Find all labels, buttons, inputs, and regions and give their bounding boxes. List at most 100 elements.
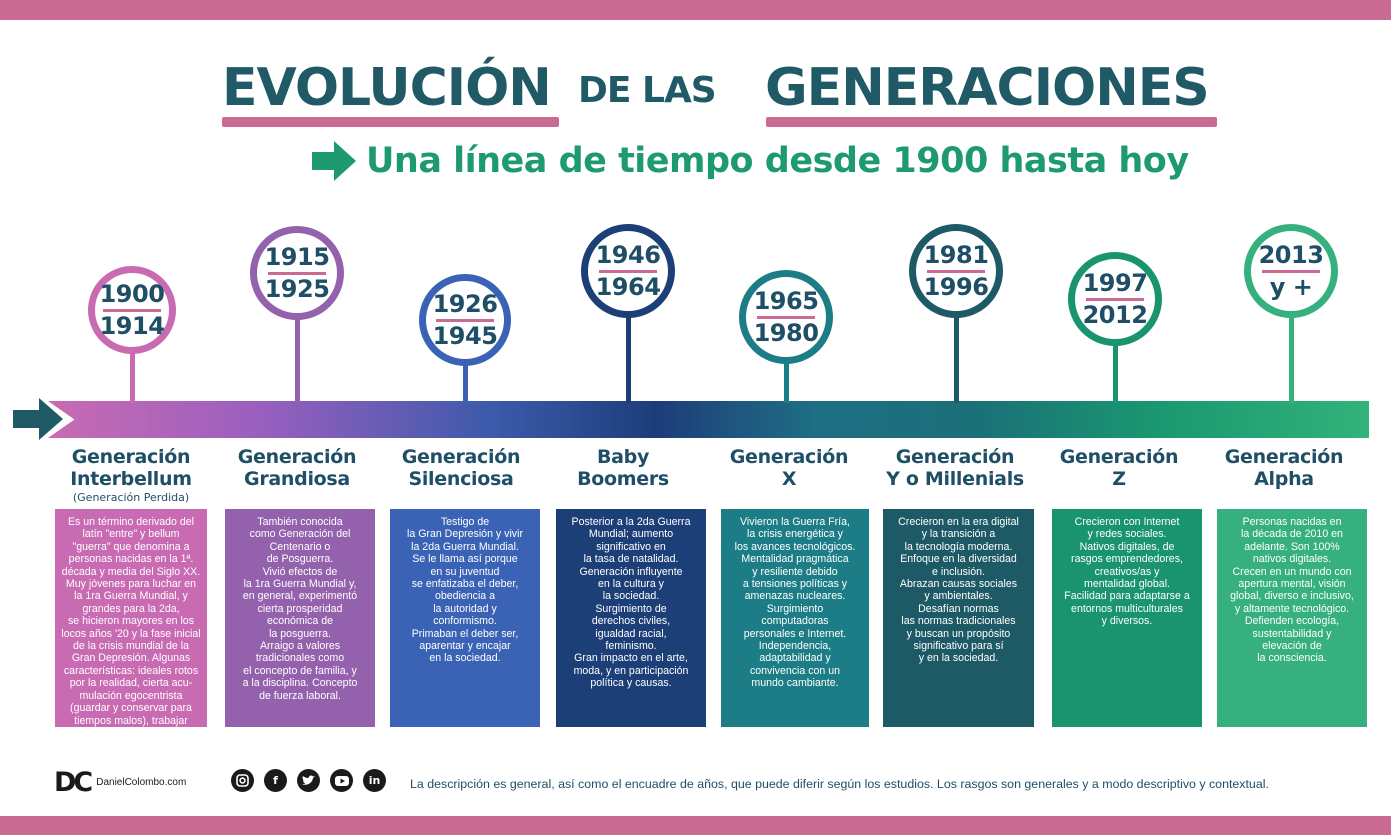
year-end: 1996 — [923, 272, 989, 301]
twitter-icon[interactable] — [297, 769, 320, 792]
timeline-arrow-icon — [13, 398, 63, 440]
year-separator — [757, 315, 815, 319]
brand: DC DanielColombo.com — [54, 766, 187, 798]
generation-description: Personas nacidas en la década de 2010 en… — [1230, 516, 1354, 665]
year-circle: 1915 1925 — [250, 226, 344, 320]
generation-description-box: Personas nacidas en la década de 2010 en… — [1217, 509, 1367, 727]
generation-name-line: Boomers — [577, 468, 669, 490]
timeline-bar — [48, 401, 1369, 438]
facebook-icon[interactable]: f — [264, 769, 287, 792]
generation-name-line: Generación — [237, 446, 357, 468]
generation-name: Generación Y o Millenials — [875, 446, 1035, 490]
year-circle: 1900 1914 — [88, 266, 176, 354]
year-separator — [436, 318, 494, 322]
generation-name-line: Baby — [596, 446, 650, 468]
generation-description-box: Posterior a la 2da Guerra Mundial; aumen… — [556, 509, 706, 727]
pin-stem — [625, 316, 631, 403]
generation-name: Generación Z — [1039, 446, 1199, 490]
year-start: 1926 — [432, 289, 498, 318]
pin-stem — [1288, 316, 1294, 403]
generation-name: Generación X — [709, 446, 869, 490]
pin-stem — [1112, 344, 1118, 403]
generation-description: Vivieron la Guerra Fría, la crisis energ… — [734, 516, 856, 690]
generation-name-line: X — [781, 468, 797, 490]
generation-description: Crecieron en la era digital y la transic… — [898, 516, 1019, 665]
page-title: EVOLUCIÓN DE LAS GENERACIONES — [0, 52, 1391, 132]
linkedin-icon[interactable]: in — [363, 769, 386, 792]
generation-description-box: Crecieron con Internet y redes sociales.… — [1052, 509, 1202, 727]
year-start: 1900 — [99, 279, 165, 308]
social-links: f in — [231, 769, 396, 792]
year-end: 1925 — [264, 274, 330, 303]
generation-name-line: Interbellum — [70, 468, 192, 490]
generation-name: Baby Boomers — [543, 446, 703, 490]
generation-description-box: Testigo de la Gran Depresión y vivir la … — [390, 509, 540, 727]
year-end: y + — [1269, 272, 1313, 301]
year-end: 1980 — [753, 318, 819, 347]
year-separator — [927, 269, 985, 273]
subtitle-text: Una línea de tiempo desde 1900 hasta hoy — [366, 141, 1189, 181]
generation-note: (Generación Perdida) — [72, 491, 190, 504]
year-separator — [599, 269, 657, 273]
generation-name-line: Generación — [895, 446, 1015, 468]
generation-name-line: Silenciosa — [408, 468, 514, 490]
generation-name: Generación Alpha — [1204, 446, 1364, 490]
instagram-icon[interactable] — [231, 769, 254, 792]
title-underline-2 — [766, 117, 1217, 127]
generation-description: Posterior a la 2da Guerra Mundial; aumen… — [571, 516, 691, 690]
top-band — [0, 0, 1391, 20]
year-end: 1945 — [432, 321, 498, 350]
year-circle: 1946 1964 — [581, 224, 675, 318]
site-name: DanielColombo.com — [96, 776, 187, 788]
title-part-1: EVOLUCIÓN — [222, 58, 552, 118]
year-separator — [268, 271, 326, 275]
generation-description-box: Vivieron la Guerra Fría, la crisis energ… — [721, 509, 869, 727]
pin-stem — [129, 352, 135, 403]
generation-name-line: Grandiosa — [244, 468, 350, 490]
dc-logo: DC — [54, 766, 93, 798]
generation-name-line: Generación — [1224, 446, 1344, 468]
pin-stem — [953, 316, 959, 403]
year-pin: 1926 1945 — [419, 274, 511, 403]
year-circle: 1965 1980 — [739, 270, 833, 364]
pin-stem — [294, 318, 300, 403]
year-separator — [1086, 297, 1144, 301]
year-circle: 1997 2012 — [1068, 252, 1162, 346]
year-start: 1965 — [753, 286, 819, 315]
year-end: 2012 — [1082, 300, 1148, 329]
year-start: 1981 — [923, 240, 989, 269]
generation-name-line: Z — [1112, 468, 1126, 490]
year-pin: 1997 2012 — [1068, 252, 1162, 403]
year-pin: 1900 1914 — [88, 266, 176, 403]
generation-description: Crecieron con Internet y redes sociales.… — [1064, 516, 1190, 628]
year-separator — [1262, 269, 1320, 273]
year-circle: 1926 1945 — [419, 274, 511, 366]
year-pin: 2013 y + — [1244, 224, 1338, 403]
disclaimer: La descripción es general, así como el e… — [410, 777, 1269, 791]
title-part-3: GENERACIONES — [765, 58, 1210, 118]
generation-description: Es un término derivado del latín "entre"… — [61, 516, 201, 739]
pin-stem — [783, 362, 789, 403]
generation-name: Generación Interbellum (Generación Perdida… — [51, 446, 211, 504]
pin-stem — [462, 364, 468, 403]
subtitle: Una línea de tiempo desde 1900 hasta hoy — [312, 138, 1189, 184]
year-end: 1914 — [99, 311, 165, 340]
year-circle: 2013 y + — [1244, 224, 1338, 318]
generation-name-line: Alpha — [1254, 468, 1314, 490]
generation-name-line: Y o Millenials — [886, 468, 1024, 490]
generation-description-box: Crecieron en la era digital y la transic… — [883, 509, 1034, 727]
generation-description: Testigo de la Gran Depresión y vivir la … — [407, 516, 523, 665]
generation-name: Generación Silenciosa — [381, 446, 541, 490]
arrow-right-icon — [312, 141, 356, 181]
year-pin: 1981 1996 — [909, 224, 1003, 403]
title-part-2: DE LAS — [578, 70, 717, 111]
generation-name-line: Generación — [401, 446, 521, 468]
generation-description-box: Es un término derivado del latín "entre"… — [55, 509, 207, 739]
year-pin: 1915 1925 — [250, 226, 344, 403]
generation-name-line: Generación — [729, 446, 849, 468]
year-start: 1997 — [1082, 268, 1148, 297]
year-start: 1946 — [595, 240, 661, 269]
youtube-icon[interactable] — [330, 769, 353, 792]
generation-description: También conocida como Generación del Cen… — [242, 516, 358, 702]
year-start: 2013 — [1258, 240, 1324, 269]
